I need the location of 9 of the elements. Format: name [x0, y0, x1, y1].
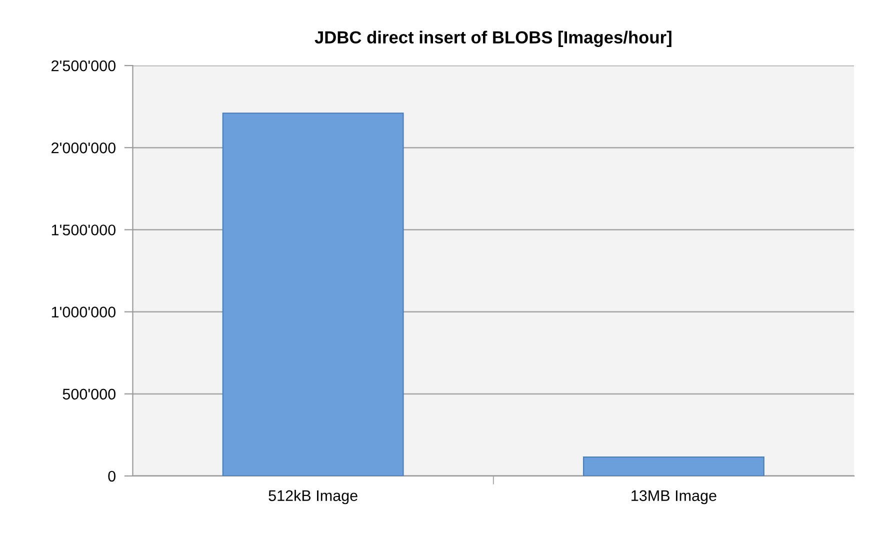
y-tick-label: 500'000 [62, 388, 116, 400]
x-tick-label: 13MB Image [632, 490, 716, 504]
y-tick-label: 2'000'000 [52, 142, 116, 154]
y-tick-label: 1'500'000 [52, 224, 116, 236]
chart-title: JDBC direct insert of BLOBS [Images/hour] [314, 30, 672, 48]
y-tick-label: 0 [108, 470, 116, 482]
x-tick-label: 512kB Image [268, 490, 358, 504]
y-tick-label: 1'000'000 [52, 306, 116, 318]
y-tick-label: 2'500'000 [52, 60, 116, 72]
